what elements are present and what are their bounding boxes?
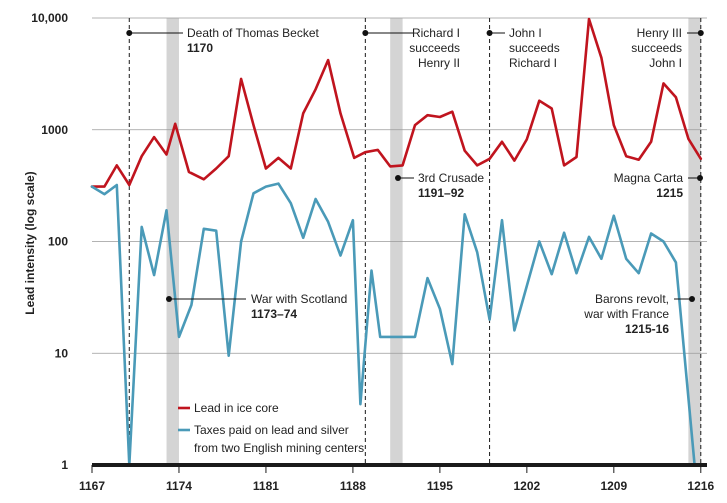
chart-svg: 1 10 100 1000 10,000 1167 1174 1181 1188 1195 120… <box>0 0 727 503</box>
y-tick-label: 10,000 <box>31 11 68 25</box>
legend-label: Lead in ice core <box>194 401 279 415</box>
annotation-text: John I <box>649 56 682 70</box>
x-tick-label: 1174 <box>166 479 192 493</box>
annotation-text: Barons revolt, <box>595 292 669 306</box>
annotation-text: Henry II <box>418 56 460 70</box>
annotation-text: Death of Thomas Becket <box>187 26 320 40</box>
annotation-text: Richard I <box>412 26 460 40</box>
y-axis-label: Lead intensity (log scale) <box>23 171 37 314</box>
annotation-text: Richard I <box>509 56 557 70</box>
annotation-year: 1215 <box>656 186 683 200</box>
annotation-text: succeeds <box>631 41 682 55</box>
y-tick-label: 10 <box>55 346 69 360</box>
x-axis: 1167 1174 1181 1188 1195 1202 1209 1216 <box>79 465 714 493</box>
annotation-text: war with France <box>583 307 669 321</box>
y-tick-label: 1000 <box>41 123 68 137</box>
annotation-text: 3rd Crusade <box>418 171 484 185</box>
x-tick-label: 1181 <box>253 479 279 493</box>
annotation-text: Magna Carta <box>614 171 684 185</box>
annotation-year: 1173–74 <box>251 307 297 321</box>
x-tick-label: 1167 <box>79 479 105 493</box>
annotation-year: 1191–92 <box>418 186 464 200</box>
chart: 1 10 100 1000 10,000 1167 1174 1181 1188 1195 120… <box>0 0 727 503</box>
annotation-text: John I <box>509 26 542 40</box>
annotation-text: succeeds <box>509 41 560 55</box>
y-tick-label: 1 <box>61 458 68 472</box>
annotation-text: Henry III <box>637 26 682 40</box>
annotation-year: 1215-16 <box>625 322 669 336</box>
legend-label: from two English mining centers <box>194 441 364 455</box>
x-tick-label: 1209 <box>600 479 627 493</box>
x-tick-label: 1188 <box>340 479 366 493</box>
annotation-text: War with Scotland <box>251 292 347 306</box>
y-tick-label: 100 <box>48 235 68 249</box>
x-tick-label: 1202 <box>513 479 540 493</box>
x-tick-label: 1216 <box>687 479 714 493</box>
x-tick-label: 1195 <box>427 479 453 493</box>
annotation-year: 1170 <box>187 41 213 55</box>
legend-label: Taxes paid on lead and silver <box>194 423 349 437</box>
legend: Lead in ice core Taxes paid on lead and s… <box>178 401 364 455</box>
annotation-text: succeeds <box>409 41 460 55</box>
